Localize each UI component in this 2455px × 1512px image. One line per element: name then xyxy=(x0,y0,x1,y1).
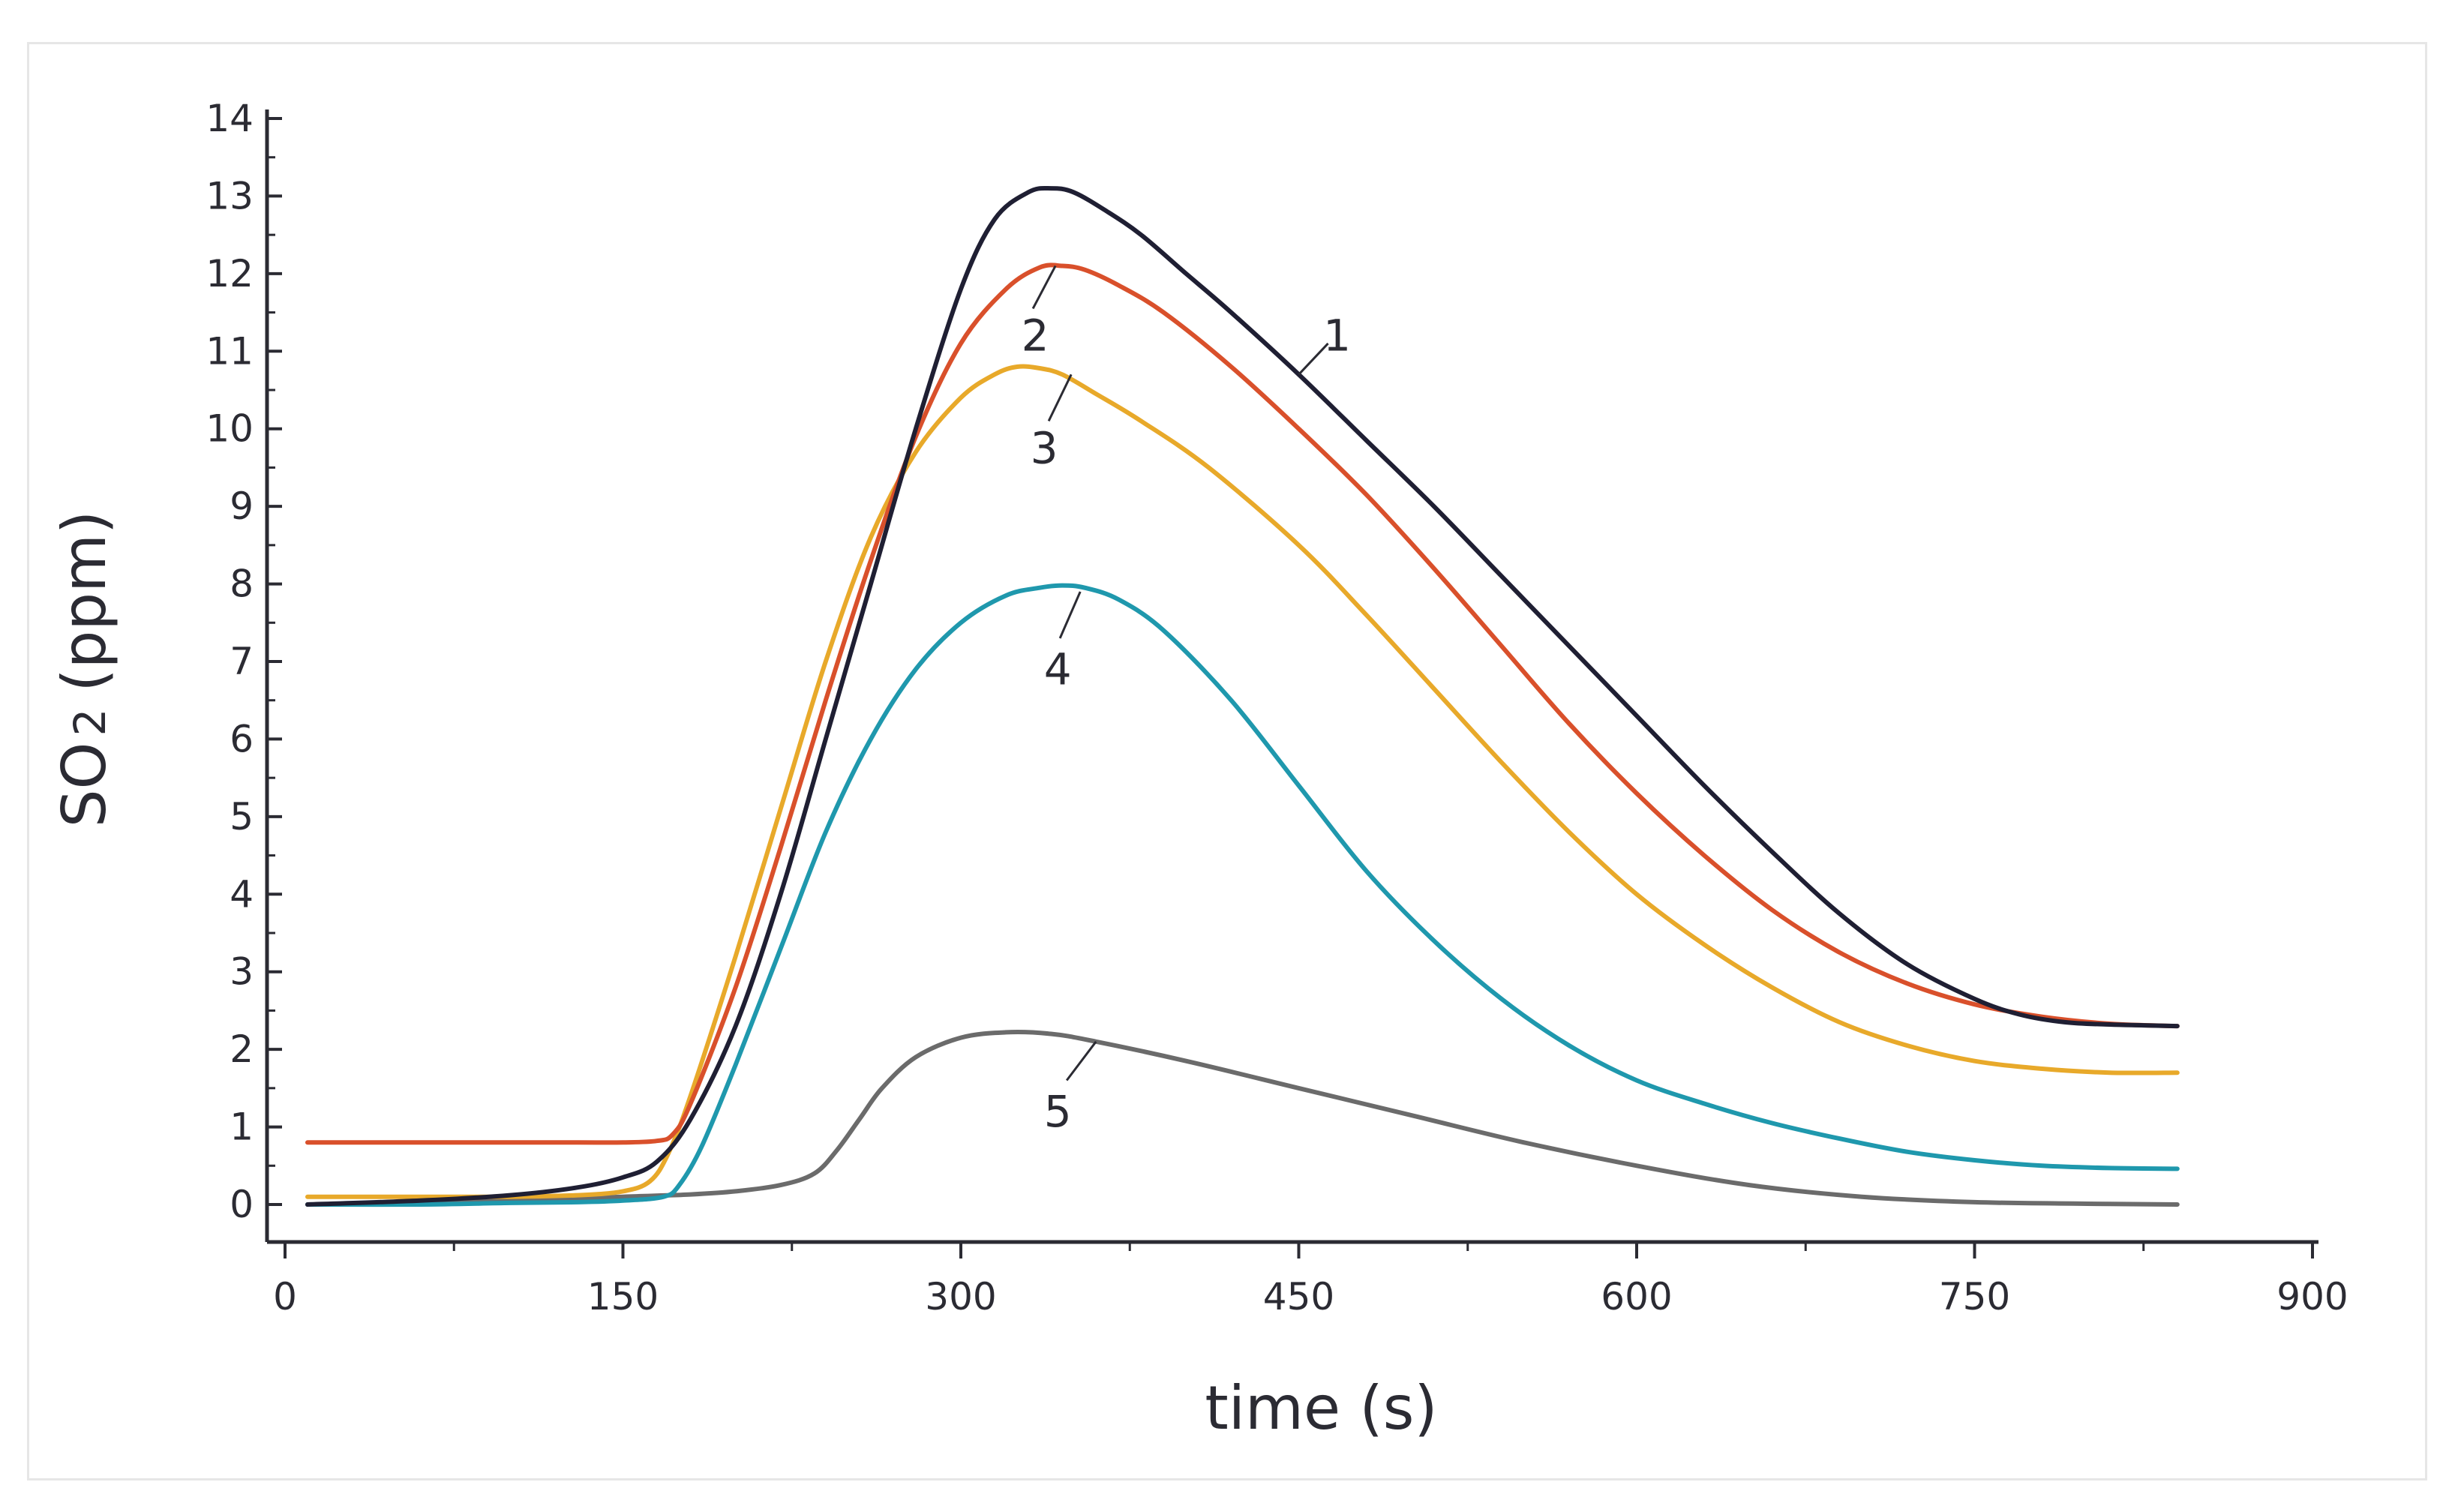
y-tick-label: 3 xyxy=(230,950,254,994)
y-tick-label: 10 xyxy=(206,407,254,451)
curve-label-1: 1 xyxy=(1323,310,1351,362)
series-line-5 xyxy=(305,1030,2180,1207)
y-axis-title: SO 2 (ppm) xyxy=(50,511,119,828)
x-tick-label: 150 xyxy=(587,1275,659,1318)
y-tick-label: 5 xyxy=(230,795,254,838)
series-line-2 xyxy=(305,262,2180,1145)
series-line-4 xyxy=(305,583,2180,1208)
x-tick-label: 900 xyxy=(2276,1275,2348,1318)
curve-label-4: 4 xyxy=(1044,644,1072,694)
y-axis-title-subscript: 2 xyxy=(65,709,116,736)
y-tick-label: 12 xyxy=(206,252,254,296)
y-tick-label: 4 xyxy=(230,872,254,916)
x-axis-title: time (s) xyxy=(1205,1373,1437,1443)
x-tick-label: 750 xyxy=(1939,1275,2010,1318)
x-tick-label: 450 xyxy=(1263,1275,1334,1318)
y-tick-label: 0 xyxy=(230,1183,254,1226)
curve-labels-layer: 1 2 3 4 5 xyxy=(1022,265,1351,1137)
curve-label-leader-2 xyxy=(1031,265,1057,310)
y-tick-label: 11 xyxy=(206,329,254,373)
curve-label-5: 5 xyxy=(1044,1086,1072,1137)
curve-label-leader-4 xyxy=(1058,591,1082,639)
y-tick-label: 13 xyxy=(206,174,254,218)
x-tick-label: 0 xyxy=(273,1275,297,1318)
curve-label-3: 3 xyxy=(1031,423,1058,474)
y-axis-title-main: SO xyxy=(50,742,119,828)
y-tick-label: 1 xyxy=(230,1106,254,1149)
series-line-1 xyxy=(305,185,2180,1207)
y-axis-title-unit: (ppm) xyxy=(50,511,119,692)
series-layer xyxy=(305,185,2180,1208)
x-tick-label: 300 xyxy=(925,1275,996,1318)
y-tick-label: 6 xyxy=(230,717,254,760)
x-tick-label: 600 xyxy=(1601,1275,1672,1318)
curve-label-2: 2 xyxy=(1022,310,1049,362)
y-tick-label: 9 xyxy=(230,484,254,528)
y-tick-label: 7 xyxy=(230,640,254,683)
curve-label-leader-3 xyxy=(1047,374,1073,422)
y-tick-label: 2 xyxy=(230,1028,254,1071)
y-tick-label: 8 xyxy=(230,562,254,606)
curve-label-leader-1 xyxy=(1298,342,1329,376)
y-tick-label: 14 xyxy=(206,97,254,140)
curve-label-leader-5 xyxy=(1065,1040,1097,1082)
